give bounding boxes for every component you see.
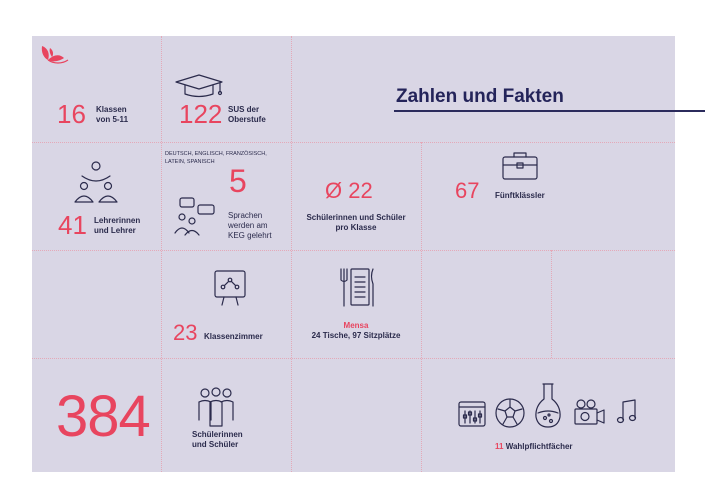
grid-line [32,358,675,359]
klassengroesse-number: Ø 22 [325,178,373,203]
klassen-label: Klassen von 5-11 [96,105,129,124]
people-icon [74,161,118,203]
sprachen-number: 5 [229,163,247,199]
grid-line [161,36,162,472]
schueler-label: Schülerinnen und Schüler [192,430,243,449]
page-title: Zahlen und Fakten [396,86,564,107]
grid-line [421,142,422,472]
camera-icon [574,399,605,425]
school-logo [41,46,69,64]
menu-cutlery-icon [340,268,374,307]
wahlpflicht-label: 11 Wahlpflichtfächer [495,442,573,451]
graduation-cap-icon [175,74,223,98]
briefcase-icon [502,152,538,180]
languages-list: DEUTSCH, ENGLISCH, FRANZÖSISCH, LATEIN, S… [165,151,267,165]
mensa-title: Mensa [343,321,369,330]
presentation-board-icon [214,270,246,306]
student-group-icon [198,387,234,427]
mensa-detail: 24 Tische, 97 Sitzplätze [311,331,401,340]
schueler-number: 384 [56,384,151,449]
lehrer-label: Lehrerinnen und Lehrer [94,216,141,235]
fuenftklaessler-number: 67 [455,178,480,203]
oberstufe-label: SUS der Oberstufe [228,105,266,124]
wahlpflicht-number: 11 [495,442,504,451]
title-underline [394,110,705,112]
music-note-icon [616,399,637,424]
sprachen-label: Sprachen werden am KEG gelehrt [228,211,272,240]
flask-icon [535,383,561,428]
klassenzimmer-number: 23 [173,320,198,345]
klassengroesse-label: Schülerinnen und Schüler pro Klasse [306,213,406,232]
klassen-number: 16 [57,99,86,129]
grid-line [32,142,675,143]
fuenftklaessler-label: Fünftklässler [495,191,545,200]
lehrer-number: 41 [58,210,87,240]
grid-line [32,250,675,251]
infographic-panel [32,36,675,472]
soccer-ball-icon [495,398,525,428]
grid-line [551,250,552,358]
mixer-icon [458,401,486,427]
grid-line [291,36,292,472]
oberstufe-number: 122 [179,99,223,129]
speech-people-icon [174,197,215,236]
klassenzimmer-label: Klassenzimmer [204,332,263,341]
